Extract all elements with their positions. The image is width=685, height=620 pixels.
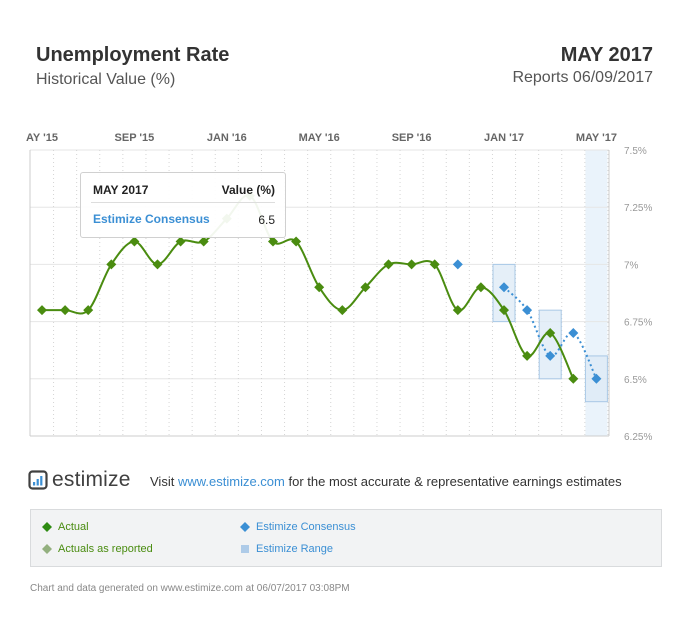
legend-item-actuals-as-reported[interactable]: Actuals as reported bbox=[41, 543, 153, 555]
x-tick-label: JAN '16 bbox=[207, 132, 247, 144]
actual-point bbox=[568, 373, 579, 384]
actual-point bbox=[429, 259, 440, 270]
x-tick-label: SEP '15 bbox=[115, 132, 155, 144]
unemployment-chart: AY '15 SEP '15 JAN '16 MAY '16 SEP '16 JAN '1… bbox=[26, 132, 652, 443]
legend-label-actuals-as-reported: Actuals as reported bbox=[58, 543, 153, 555]
series-points bbox=[37, 190, 602, 384]
legend-item-estimize-range[interactable]: Estimize Range bbox=[239, 543, 333, 555]
estimize-logo-text: estimize bbox=[52, 468, 131, 491]
consensus-point bbox=[522, 305, 533, 316]
consensus-point bbox=[591, 373, 602, 384]
tooltip-series-label: Estimize Consensus bbox=[93, 212, 210, 226]
legend-item-estimize-consensus[interactable]: Estimize Consensus bbox=[239, 521, 356, 533]
y-tick-label: 7.5% bbox=[624, 146, 647, 157]
estimize-range-bands bbox=[492, 263, 608, 403]
actual-point bbox=[268, 236, 278, 247]
diamond-icon bbox=[41, 521, 53, 533]
actual-point bbox=[291, 236, 302, 247]
estimize-logo[interactable]: estimize bbox=[28, 468, 131, 492]
x-tick-label: JAN '17 bbox=[484, 132, 524, 144]
chart-subtitle: Historical Value (%) bbox=[36, 71, 176, 88]
actual-point bbox=[198, 236, 209, 247]
consensus-point bbox=[499, 282, 509, 293]
actual-point bbox=[37, 305, 47, 316]
consensus-point bbox=[452, 259, 463, 270]
diamond-icon bbox=[239, 521, 251, 533]
x-tick-label: MAY '16 bbox=[299, 132, 340, 144]
legend-label-actual: Actual bbox=[58, 521, 89, 533]
y-tick-label: 7% bbox=[624, 260, 639, 271]
legend-label-estimize-consensus: Estimize Consensus bbox=[256, 521, 356, 533]
y-tick-label: 6.25% bbox=[624, 432, 652, 443]
actual-point bbox=[83, 305, 94, 316]
legend-label-estimize-range: Estimize Range bbox=[256, 543, 334, 555]
tooltip-series-value: 6.5 bbox=[258, 213, 275, 227]
actual-point bbox=[129, 236, 140, 247]
consensus-point bbox=[568, 328, 579, 339]
actual-point bbox=[106, 259, 117, 270]
actual-point bbox=[314, 282, 325, 293]
legend-item-actual[interactable]: Actual bbox=[41, 521, 89, 533]
chart-title: Unemployment Rate bbox=[36, 44, 230, 66]
x-tick-label: SEP '16 bbox=[392, 132, 432, 144]
actual-point bbox=[360, 282, 371, 293]
actual-point bbox=[60, 305, 71, 316]
visit-prefix: Visit bbox=[150, 474, 175, 489]
actual-point bbox=[475, 282, 486, 293]
x-axis-labels: AY '15 SEP '15 JAN '16 MAY '16 SEP '16 JAN '1… bbox=[26, 132, 617, 144]
actual-point bbox=[522, 350, 533, 361]
actual-point bbox=[452, 305, 463, 316]
report-period: MAY 2017 bbox=[560, 44, 653, 66]
footer-note: Chart and data generated on www.estimize… bbox=[30, 583, 350, 594]
x-tick-label: MAY '17 bbox=[576, 132, 617, 144]
y-tick-label: 6.75% bbox=[624, 318, 652, 329]
tooltip-period: MAY 2017 bbox=[93, 183, 149, 197]
actual-point bbox=[545, 328, 556, 339]
tooltip: MAY 2017 Value (%) Estimize Consensus 6.… bbox=[80, 172, 286, 238]
x-tick-label: AY '15 bbox=[26, 132, 58, 144]
estimize-link[interactable]: www.estimize.com bbox=[177, 474, 285, 489]
actual-point bbox=[383, 259, 394, 270]
tooltip-value-header: Value (%) bbox=[221, 183, 275, 197]
actual-point bbox=[499, 305, 509, 316]
square-icon bbox=[239, 543, 251, 555]
consensus-line bbox=[503, 286, 598, 380]
visit-line: Visit www.estimize.com for the most accu… bbox=[150, 474, 622, 489]
visit-suffix: for the most accurate & representative e… bbox=[288, 474, 622, 489]
estimize-logo-icon bbox=[28, 470, 48, 490]
estimize-range-band bbox=[492, 263, 516, 323]
consensus-point bbox=[545, 350, 556, 361]
actual-point bbox=[175, 236, 186, 247]
report-date: Reports 06/09/2017 bbox=[512, 69, 653, 86]
y-axis-labels: 7.5% 7.25% 7% 6.75% 6.5% 6.25% bbox=[624, 146, 652, 443]
tooltip-divider bbox=[91, 202, 275, 203]
y-tick-label: 6.5% bbox=[624, 375, 647, 386]
legend: Actual Actuals as reported Estimize Cons… bbox=[30, 509, 662, 567]
actual-point bbox=[406, 259, 417, 270]
actual-point bbox=[152, 259, 163, 270]
actual-point bbox=[337, 305, 348, 316]
y-tick-label: 7.25% bbox=[624, 203, 652, 214]
diamond-icon bbox=[41, 543, 53, 555]
